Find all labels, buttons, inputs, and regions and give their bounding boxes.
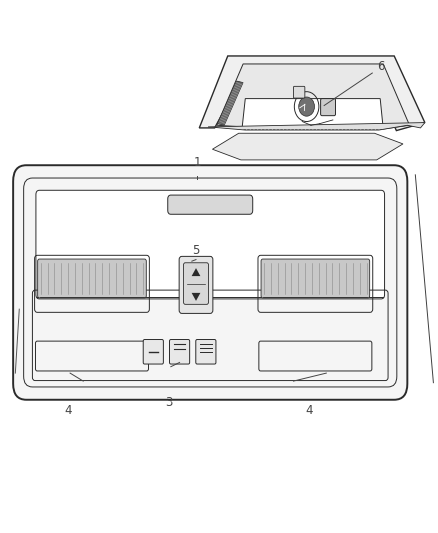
Polygon shape xyxy=(199,56,425,131)
Polygon shape xyxy=(212,133,403,160)
FancyBboxPatch shape xyxy=(196,340,216,364)
Text: 4: 4 xyxy=(305,404,313,417)
FancyBboxPatch shape xyxy=(184,263,208,304)
Polygon shape xyxy=(208,123,425,130)
FancyBboxPatch shape xyxy=(168,195,253,214)
Text: 4: 4 xyxy=(64,404,72,417)
FancyBboxPatch shape xyxy=(38,259,146,298)
Polygon shape xyxy=(192,268,201,276)
Text: 6: 6 xyxy=(377,60,385,73)
Text: 3: 3 xyxy=(165,396,172,409)
FancyBboxPatch shape xyxy=(36,190,385,299)
Polygon shape xyxy=(217,64,410,129)
Circle shape xyxy=(299,97,314,116)
FancyBboxPatch shape xyxy=(179,256,213,313)
FancyBboxPatch shape xyxy=(13,165,407,400)
FancyBboxPatch shape xyxy=(261,259,370,298)
FancyBboxPatch shape xyxy=(143,340,163,364)
Text: 1: 1 xyxy=(193,156,201,169)
Text: 5: 5 xyxy=(193,244,200,257)
Polygon shape xyxy=(218,81,243,125)
Polygon shape xyxy=(192,293,201,301)
FancyBboxPatch shape xyxy=(293,86,305,98)
FancyBboxPatch shape xyxy=(321,99,336,116)
FancyBboxPatch shape xyxy=(170,340,190,364)
